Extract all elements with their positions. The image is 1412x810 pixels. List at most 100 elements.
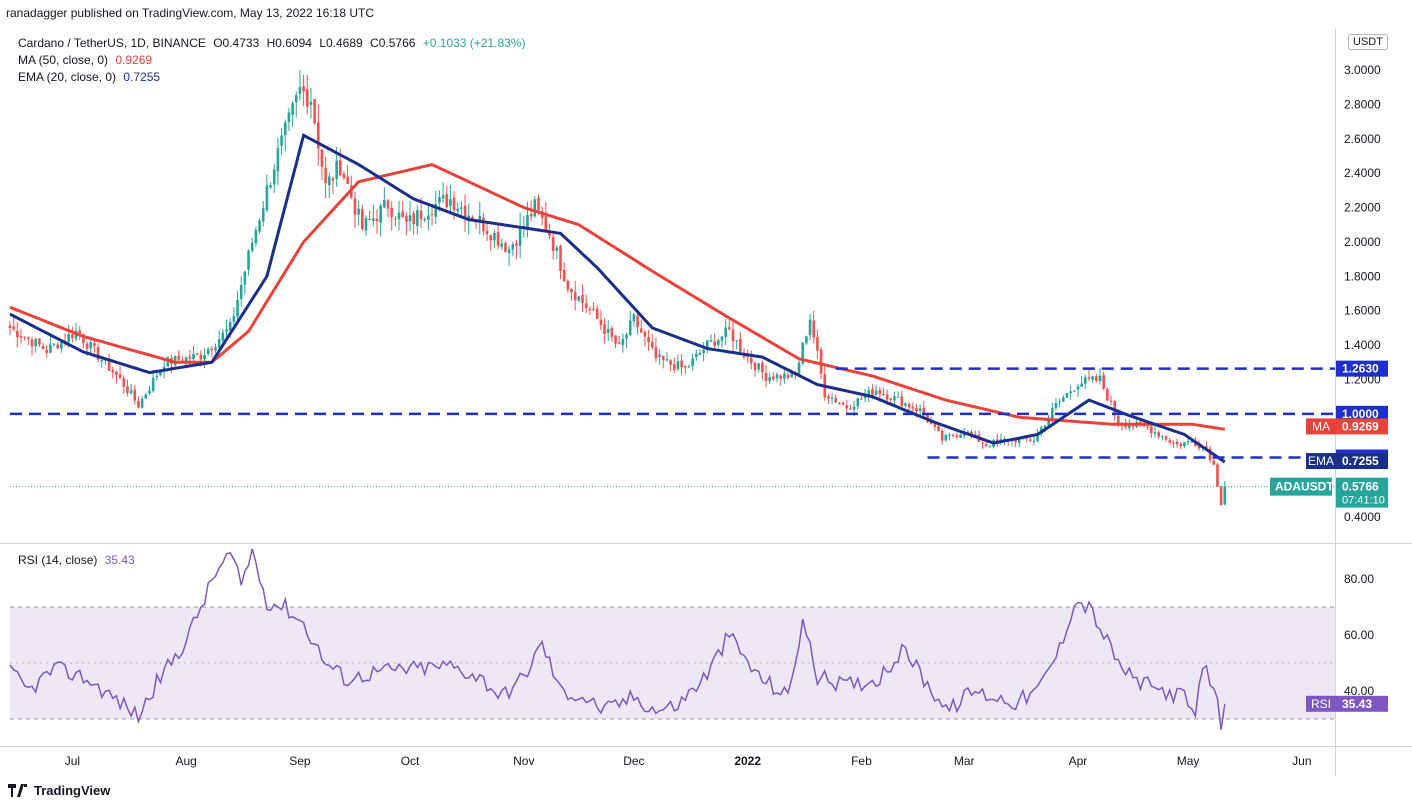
candle-body (808, 319, 812, 336)
candle-body (750, 357, 753, 364)
candle-body (1205, 446, 1208, 449)
candle-body (115, 371, 118, 375)
candle-body (683, 366, 687, 368)
candle-body (265, 185, 269, 211)
candle-body (1065, 393, 1069, 398)
candle-body (1076, 386, 1080, 390)
candle-body (948, 434, 951, 436)
candle-body (757, 363, 760, 370)
candle-body (151, 377, 155, 391)
price-tick-label: 2.6000 (1344, 132, 1381, 146)
candle-body (1058, 401, 1061, 403)
ma-legend[interactable]: MA (50, close, 0) 0.9269 (18, 53, 152, 67)
candle-body (665, 359, 669, 361)
candle-body (904, 403, 907, 406)
candle-body (702, 349, 705, 353)
candle-body (772, 376, 775, 380)
ema-legend[interactable]: EMA (20, close, 0) 0.7255 (18, 70, 160, 84)
candle-body (672, 363, 676, 370)
candle-body (1124, 424, 1127, 428)
candle-body (419, 210, 423, 220)
level-tag-label: 1.2630 (1342, 362, 1379, 376)
candle-body (243, 271, 247, 285)
candle-body (588, 309, 592, 311)
candle-body (107, 358, 111, 371)
currency-badge[interactable]: USDT (1348, 34, 1388, 50)
candle-body (1164, 436, 1168, 440)
candle-body (96, 347, 100, 360)
candle-body (386, 200, 390, 209)
candle-body (408, 215, 412, 222)
candle-body (786, 374, 790, 379)
tradingview-logo[interactable]: TradingView (8, 783, 110, 798)
price-tick-label: 2.2000 (1344, 201, 1381, 215)
candle-body (346, 176, 349, 185)
rsi-legend[interactable]: RSI (14, close) 35.43 (18, 553, 135, 567)
candle-body (761, 362, 764, 373)
candle-body (496, 232, 500, 246)
candle-body (878, 390, 882, 395)
candle-body (863, 395, 867, 399)
candle-body (287, 112, 291, 123)
candle-body (221, 332, 225, 341)
candle-body (687, 366, 691, 368)
countdown-timer: 07:41:10 (1342, 495, 1385, 507)
candle-body (518, 226, 522, 246)
candle-body (309, 101, 313, 105)
candle-body (621, 339, 625, 346)
candle-body (1080, 383, 1083, 387)
candle-body (911, 406, 915, 409)
candle-body (827, 396, 830, 399)
candle-body (907, 404, 911, 408)
candle-body (555, 247, 559, 251)
candle-body (320, 149, 324, 167)
candle-body (1047, 417, 1050, 426)
candle-body (23, 336, 26, 338)
candle-body (375, 218, 379, 222)
ma-legend-label: MA (50, close, 0) (18, 53, 109, 67)
candle-body (511, 244, 515, 250)
candle-body (959, 434, 962, 438)
candle-body (882, 394, 885, 396)
candle-body (874, 390, 878, 396)
candle-body (302, 86, 305, 92)
candle-body (801, 342, 805, 364)
candle-body (493, 232, 496, 241)
candle-body (581, 294, 584, 303)
time-tick-label: Aug (175, 754, 196, 768)
candle-body (929, 421, 933, 424)
level-tag (1336, 405, 1388, 422)
candle-body (643, 331, 647, 337)
candle-body (566, 280, 570, 290)
candle-body (192, 353, 195, 360)
candle-body (533, 199, 537, 217)
candle-body (111, 370, 115, 373)
tradingview-brand: TradingView (34, 783, 111, 798)
candle-body (1102, 375, 1105, 389)
candle-body (922, 407, 926, 416)
level-tag (1336, 360, 1388, 377)
candle-body (173, 355, 177, 366)
candle-body (944, 434, 948, 441)
candle-body (482, 217, 485, 232)
candle-body (816, 336, 819, 351)
candle-body (940, 430, 944, 441)
indicator-tag-name: MA (1312, 419, 1330, 433)
rsi-line (9, 548, 1226, 730)
candle-body (357, 208, 360, 215)
candle-body (628, 320, 632, 336)
time-tick-label: Jul (65, 754, 80, 768)
candle-body (838, 403, 841, 405)
candle-body (199, 354, 203, 360)
candle-body (984, 444, 988, 447)
time-tick-label: Jun (1292, 754, 1311, 768)
candle-body (19, 336, 23, 338)
symbol-legend[interactable]: Cardano / TetherUS, 1D, BINANCE O0.4733 … (18, 36, 526, 50)
candle-body (452, 197, 456, 211)
candle-body (529, 213, 533, 217)
candle-body (8, 325, 12, 329)
indicator-price-tag (1336, 418, 1388, 435)
candle-body (478, 215, 482, 224)
candle-body (507, 249, 511, 254)
